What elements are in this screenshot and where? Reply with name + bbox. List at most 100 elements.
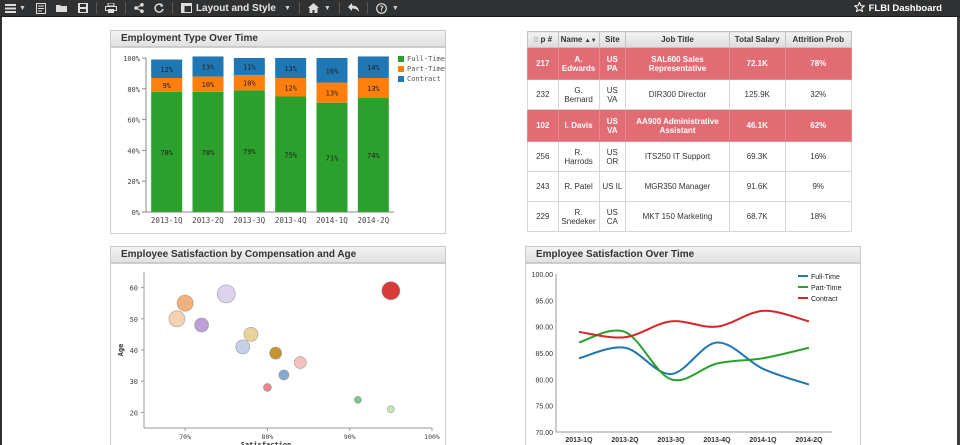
table-cell-site: US VA (598, 109, 627, 142)
table-cell-name: R. Patel (557, 171, 600, 202)
right-border (957, 17, 960, 445)
y-tick-label: 0% (132, 209, 141, 217)
dashboard-title-button[interactable]: FLBI Dashboard (853, 0, 942, 17)
bar-segment (233, 90, 265, 212)
layout-style-label: Layout and Style (195, 2, 276, 14)
bar-data-label: 14% (367, 64, 380, 72)
dashboard-title: FLBI Dashboard (868, 3, 942, 14)
table-cell-salary: 46.1K (728, 109, 786, 142)
column-header-job-title[interactable]: Job Title (625, 31, 730, 48)
column-header-label: Site (604, 35, 620, 44)
bar-data-label: 9% (162, 82, 171, 90)
report-button[interactable] (31, 0, 51, 17)
table-cell-salary: 72.1K (728, 47, 786, 80)
save-icon (77, 3, 88, 13)
y-tick-label: 85.00 (535, 351, 553, 358)
bar-data-label: 12% (284, 84, 297, 92)
menu-icon (5, 3, 16, 13)
home-button[interactable]: ▼ (303, 0, 336, 17)
x-tick-label: 100% (424, 433, 440, 441)
table-row[interactable]: 232 G. Bernard US VA DIR300 Director 125.9K 3… (527, 79, 853, 110)
save-button[interactable] (73, 0, 93, 17)
bubble-point (194, 317, 209, 333)
toolbar-divider (124, 2, 126, 14)
bar-segment (192, 91, 224, 212)
table-cell-title: MGR350 Manager (625, 171, 730, 202)
column-header-attrition-prob[interactable]: Attrition Prob (784, 31, 853, 48)
home-icon (307, 3, 319, 13)
table-cell-salary: 91.6K (728, 171, 786, 202)
bar-data-label: 11% (243, 63, 256, 71)
bar-segment (275, 96, 307, 212)
share-icon (134, 3, 144, 13)
table-cell-site: US PA (598, 47, 627, 80)
table-cell-id: 102 (527, 109, 559, 142)
column-header-site[interactable]: Site (598, 31, 627, 48)
table-row[interactable]: 217 A. Edwards US PA SAL600 Sales Represent… (527, 47, 853, 80)
bar-segment (357, 98, 389, 212)
legend-label: Full-Time (407, 55, 445, 63)
table-row[interactable]: 243 R. Patel US IL MGR350 Manager 91.6K 9% (527, 171, 853, 202)
bar-data-label: 71% (326, 154, 339, 162)
table-cell-title: SAL600 Sales Representative (625, 47, 730, 80)
refresh-button[interactable] (149, 0, 169, 17)
open-button[interactable] (51, 0, 73, 17)
table-cell-id: 243 (527, 171, 559, 202)
toolbar-divider (298, 2, 300, 14)
bar-segment (316, 58, 348, 83)
bar-data-label: 13% (202, 63, 215, 71)
undo-button[interactable] (343, 0, 364, 17)
column-header-label: Name (560, 35, 583, 44)
bar-segment (151, 78, 183, 92)
bar-data-label: 13% (284, 65, 297, 73)
help-button[interactable]: ? ▼ (371, 0, 404, 17)
toolbar-divider (95, 2, 97, 14)
legend-swatch (398, 76, 404, 82)
x-tick-label: 70% (179, 433, 191, 441)
x-tick-label: 2013-3Q (234, 216, 266, 225)
table-cell-attrition: 9% (784, 171, 853, 202)
table-row[interactable]: 256 R. Harrods US OR ITS250 IT Support 69.3K… (527, 141, 853, 172)
share-button[interactable] (129, 0, 149, 17)
print-button[interactable] (100, 0, 122, 17)
main-toolbar: ▼ Layout and Style ▼ ▼ ? ▼ FLBI Dashboar… (0, 0, 960, 17)
y-tick-label: 100.00 (532, 272, 554, 279)
layout-icon (180, 3, 192, 13)
line-panel-title: Employee Satisfaction Over Time (525, 246, 861, 263)
y-tick-label: 40 (130, 347, 138, 355)
x-tick-label: 80% (262, 433, 274, 441)
layout-style-menu[interactable]: Layout and Style ▼ (176, 0, 296, 17)
table-header-row: ⁞⁞ p # Name ▲▼ Site Job Title Total Sala… (527, 31, 853, 48)
bubble-panel-title: Employee Satisfaction by Compensation an… (110, 246, 446, 263)
bar-data-label: 13% (367, 85, 380, 93)
legend-label: Part-Time (407, 65, 445, 73)
chevron-down-icon: ▼ (19, 4, 26, 12)
column-header-name[interactable]: Name ▲▼ (557, 31, 600, 48)
bubble-chart-panel: 20 30 40 50 60 70% 80% 90% 100% Satisfaction Age (110, 263, 446, 445)
table-cell-id: 232 (527, 79, 559, 110)
print-icon (104, 3, 117, 13)
legend-label: Part-Time (811, 285, 842, 292)
column-header-total-salary[interactable]: Total Salary (728, 31, 786, 48)
star-icon (853, 1, 866, 15)
bubble-point (263, 383, 272, 392)
table-cell-id: 229 (527, 201, 559, 232)
table-row[interactable]: 229 R. Snedeker US CA MKT 150 Marketing 68.7… (527, 201, 853, 232)
bubble-point (176, 294, 194, 312)
bar-segment (233, 58, 265, 75)
x-tick-label: 2013-3Q (657, 437, 685, 444)
bar-data-label: 78% (202, 149, 215, 157)
y-tick-label: 80% (127, 86, 140, 94)
menu-button[interactable]: ▼ (0, 0, 31, 17)
bar-data-label: 10% (243, 80, 256, 88)
table-row[interactable]: 102 I. Davis US VA AA900 Administrative Ass… (527, 109, 853, 142)
toolbar-divider (338, 2, 340, 14)
table-cell-title: AA900 Administrative Assistant (625, 109, 730, 142)
toolbar-divider (171, 2, 173, 14)
table-cell-attrition: 32% (784, 79, 853, 110)
column-header-id[interactable]: ⁞⁞ p # (527, 31, 559, 48)
column-header-label: Total Salary (734, 35, 780, 44)
table-cell-name: I. Davis (557, 109, 600, 142)
table-cell-site: US VA (598, 79, 627, 110)
bar-segment (151, 59, 183, 79)
